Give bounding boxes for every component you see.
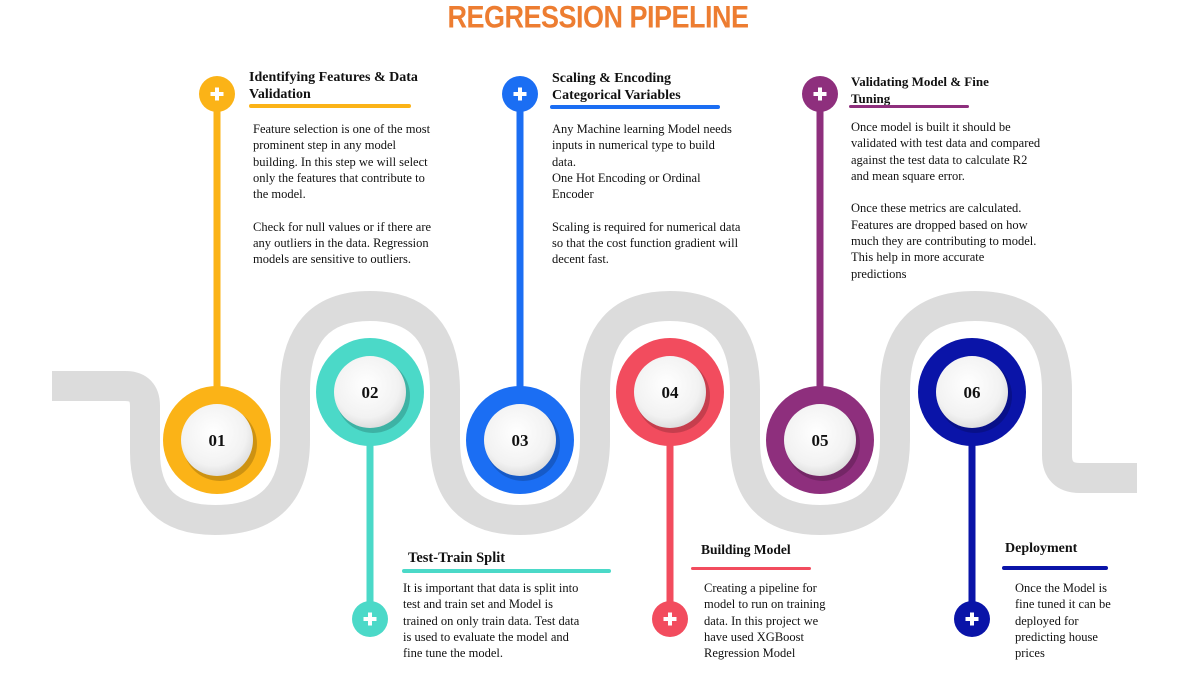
step-04-disc	[634, 356, 706, 428]
step-02: 02	[316, 338, 424, 637]
step-04-number: 04	[662, 383, 680, 402]
road-path	[52, 291, 1137, 535]
step-06: 06	[918, 338, 1026, 637]
step-01-disc	[181, 404, 253, 476]
step-06-plus-icon	[954, 601, 990, 637]
step-05: 05	[766, 76, 874, 494]
step-02-description: It is important that data is split into …	[403, 581, 580, 661]
step-03-plus-icon	[502, 76, 538, 112]
step-02-plus-icon	[352, 601, 388, 637]
step-03-description: Any Machine learning Model needs inputs …	[552, 122, 741, 267]
step-03: 03	[466, 76, 574, 494]
step-01-plus-icon	[199, 76, 235, 112]
page-title: REGRESSION PIPELINE	[447, 0, 749, 35]
step-06-disc	[936, 356, 1008, 428]
step-03-number: 03	[512, 431, 529, 450]
step-06-number: 06	[964, 383, 981, 402]
step-01-description: Feature selection is one of the most pro…	[253, 122, 432, 267]
step-01-heading: Identifying Features & Data Validation	[249, 70, 418, 102]
step-03-heading: Scaling & Encoding Categorical Variables	[552, 71, 681, 103]
step-05-description: Once model is built it should be validat…	[851, 120, 1041, 281]
step-02-heading: Test-Train Split	[408, 550, 506, 566]
step-01: 01	[163, 76, 271, 494]
step-05-heading: Validating Model & Fine Tuning	[851, 74, 989, 106]
step-02-underline	[402, 569, 611, 573]
step-06-description: Once the Model is fine tuned it can be d…	[1015, 581, 1111, 661]
step-04-plus-icon	[652, 601, 688, 637]
step-04: 04	[616, 338, 724, 637]
step-05-disc	[784, 404, 856, 476]
step-02-disc	[334, 356, 406, 428]
step-05-plus-icon	[802, 76, 838, 112]
step-05-underline	[849, 105, 969, 108]
step-02-number: 02	[362, 383, 379, 402]
step-03-underline	[550, 105, 720, 109]
step-01-underline	[249, 104, 411, 108]
step-03-disc	[484, 404, 556, 476]
step-05-number: 05	[812, 431, 829, 450]
step-04-underline	[691, 567, 811, 570]
step-06-underline	[1002, 566, 1108, 570]
step-04-description: Creating a pipeline for model to run on …	[704, 581, 826, 661]
step-01-number: 01	[209, 431, 226, 450]
step-06-heading: Deployment	[1005, 541, 1078, 556]
step-04-heading: Building Model	[701, 542, 791, 557]
